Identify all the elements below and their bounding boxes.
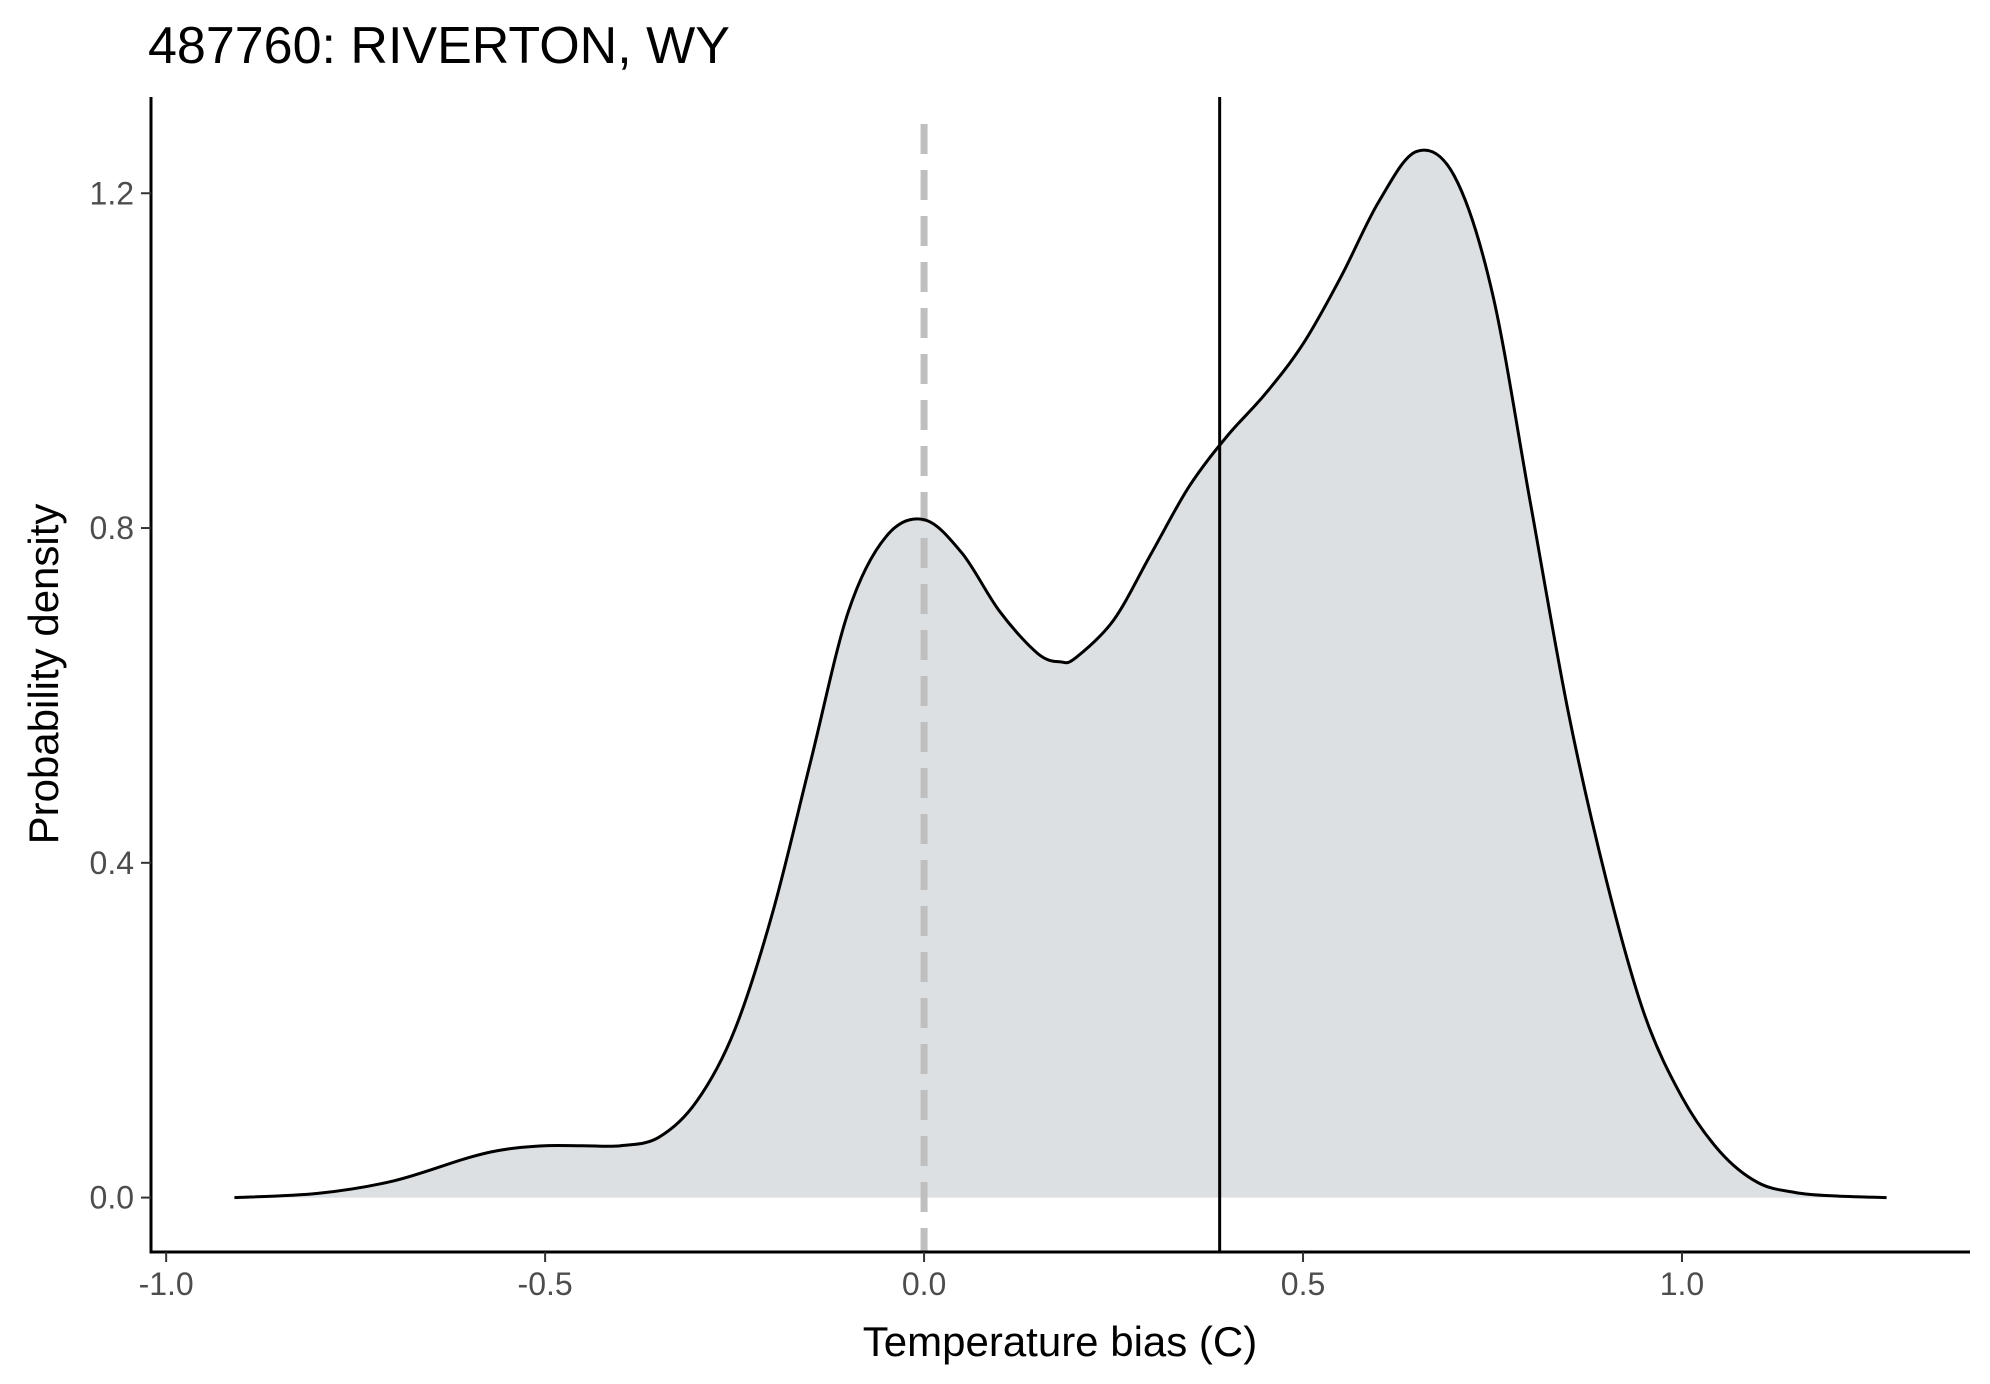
x-axis-title: Temperature bias (C)	[863, 1318, 1257, 1365]
y-tick-label: 0.8	[90, 510, 134, 546]
y-tick-label: 0.0	[90, 1180, 134, 1216]
x-tick-label: 0.0	[902, 1266, 946, 1302]
x-tick-label: -1.0	[139, 1266, 194, 1302]
density-area	[234, 150, 1887, 1198]
y-tick-label: 0.4	[90, 845, 134, 881]
x-tick-label: -0.5	[518, 1266, 573, 1302]
y-tick-label: 1.2	[90, 175, 134, 211]
x-axis-ticks: -1.0 -0.5 0.0 0.5 1.0	[139, 1252, 1704, 1302]
x-tick-label: 1.0	[1660, 1266, 1704, 1302]
y-axis-title: Probability density	[20, 504, 67, 845]
y-axis-ticks: 0.0 0.4 0.8 1.2	[90, 175, 151, 1216]
density-curve	[234, 148, 1887, 1200]
x-tick-label: 0.5	[1281, 1266, 1325, 1302]
chart-title: 487760: RIVERTON, WY	[148, 17, 730, 75]
plot-area	[234, 97, 1887, 1252]
